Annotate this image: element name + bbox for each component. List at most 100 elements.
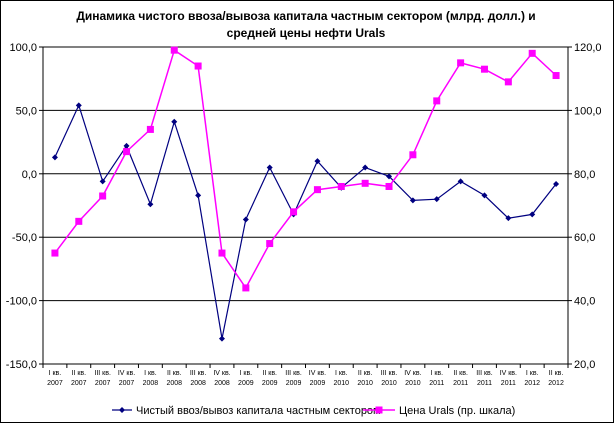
series-0-point-2: [99, 178, 106, 185]
series-1-point-5: [170, 46, 178, 54]
series-0-point-7: [218, 335, 225, 342]
series-0-point-4: [147, 201, 154, 208]
series-1-point-2: [99, 192, 107, 200]
x-tick-label-year-10: 2009: [286, 380, 302, 387]
left-axis-ticks: 100,0 50,0 0,0 -50,0 -100,0 -150,0: [6, 42, 43, 371]
x-tick-label-quarter-1: II кв.: [72, 370, 87, 377]
x-tick-label-year-0: 2007: [47, 380, 63, 387]
x-tick-label-quarter-15: IV кв.: [404, 370, 421, 377]
legend-marker-urals-price: [375, 406, 383, 414]
left-tick-label-0: 100,0: [9, 42, 37, 54]
x-tick-label-quarter-17: II кв.: [453, 370, 468, 377]
x-tick-label-quarter-16: I кв.: [430, 370, 443, 377]
left-tick-label-1: 50,0: [16, 105, 37, 117]
series-0-point-0: [51, 154, 58, 161]
series-1-point-19: [504, 78, 512, 86]
right-tick-label-3: 60,0: [574, 232, 595, 244]
left-tick-label-3: -50,0: [12, 232, 37, 244]
plot-frame: [42, 47, 569, 365]
x-tick-label-year-14: 2010: [381, 380, 397, 387]
right-tick-label-0: 120,0: [574, 42, 602, 54]
x-axis-ticks: I кв. 2007 II кв. 2007 III кв. 2007 IV кв. 2007…: [42, 364, 569, 387]
series-0-point-9: [266, 164, 273, 171]
right-axis-ticks: 120,0 100,0 80,0 60,0 40,0 20,0: [568, 42, 602, 371]
series-0-point-21: [553, 180, 560, 187]
series-1-point-18: [480, 65, 488, 73]
x-tick-label-year-8: 2009: [238, 380, 254, 387]
series-1-point-13: [361, 179, 369, 187]
x-tick-label-quarter-9: II кв.: [262, 370, 277, 377]
series-1-point-6: [194, 62, 202, 70]
x-tick-label-year-13: 2010: [357, 380, 373, 387]
x-tick-label-year-21: 2012: [548, 380, 564, 387]
series-0-point-3: [123, 142, 130, 149]
x-tick-label-quarter-0: I кв.: [49, 370, 62, 377]
series-1-point-9: [266, 240, 274, 248]
x-tick-label-quarter-21: II кв.: [549, 370, 564, 377]
legend-label-capital-flow: Чистый ввоз/вывоз капитала частным секто…: [136, 405, 381, 417]
series-0-point-19: [505, 215, 512, 222]
series-line-0: [54, 103, 557, 339]
x-tick-label-quarter-10: III кв.: [285, 370, 302, 377]
series-1-point-20: [528, 49, 536, 57]
chart-title-line2: средней цены нефти Urals: [227, 26, 386, 40]
x-tick-label-year-4: 2008: [143, 380, 159, 387]
series-1-point-0: [51, 249, 59, 257]
series-0-point-18: [481, 192, 488, 199]
series-0-point-5: [171, 118, 178, 125]
x-tick-label-quarter-2: III кв.: [94, 370, 111, 377]
chart-title-line1: Динамика чистого ввоза/вывоза капитала ч…: [76, 9, 535, 23]
right-tick-label-4: 40,0: [574, 296, 595, 308]
right-tick-label-1: 100,0: [574, 105, 602, 117]
series-layer: [51, 46, 560, 342]
x-tick-label-quarter-11: IV кв.: [309, 370, 326, 377]
x-tick-label-quarter-5: II кв.: [167, 370, 182, 377]
legend-label-urals-price: Цена Urals (пр. шкала): [399, 405, 515, 417]
series-1-point-16: [433, 97, 441, 105]
series-1-point-14: [385, 182, 393, 190]
x-tick-label-year-17: 2011: [453, 380, 468, 387]
x-tick-label-year-16: 2011: [429, 380, 444, 387]
grid-lines: [43, 46, 568, 365]
series-1-point-10: [290, 208, 298, 216]
x-tick-label-year-2: 2007: [95, 380, 111, 387]
series-0-point-20: [529, 211, 536, 218]
legend-marker-capital-flow: [119, 407, 125, 413]
x-tick-label-year-11: 2009: [310, 380, 326, 387]
series-1-point-15: [409, 151, 417, 159]
x-tick-label-quarter-12: I кв.: [335, 370, 348, 377]
x-tick-label-year-9: 2009: [262, 380, 278, 387]
x-tick-label-quarter-3: IV кв.: [118, 370, 135, 377]
series-1-point-12: [337, 182, 345, 190]
x-tick-label-quarter-14: III кв.: [381, 370, 398, 377]
left-tick-label-4: -100,0: [6, 296, 37, 308]
x-tick-label-quarter-20: I кв.: [526, 370, 539, 377]
series-0-point-6: [195, 192, 202, 199]
x-tick-label-quarter-13: II кв.: [358, 370, 373, 377]
series-0-point-13: [362, 164, 369, 171]
x-tick-label-year-3: 2007: [119, 380, 135, 387]
series-1-point-21: [552, 72, 560, 80]
series-1-point-11: [313, 186, 321, 194]
series-0-point-16: [433, 196, 440, 203]
legend: Чистый ввоз/вывоз капитала частным секто…: [112, 405, 515, 417]
x-tick-label-year-18: 2011: [477, 380, 492, 387]
series-0-point-14: [386, 173, 393, 180]
series-1-point-17: [457, 59, 465, 67]
left-tick-label-5: -150,0: [6, 359, 37, 371]
series-0-point-1: [75, 102, 82, 109]
x-tick-label-quarter-18: III кв.: [476, 370, 493, 377]
x-tick-label-year-19: 2011: [501, 380, 516, 387]
x-tick-label-quarter-8: I кв.: [240, 370, 253, 377]
series-0-point-15: [409, 197, 416, 204]
x-tick-label-year-1: 2007: [71, 380, 87, 387]
series-1-point-4: [146, 125, 154, 133]
series-1-point-7: [218, 249, 226, 257]
series-0-point-11: [314, 158, 321, 165]
series-1-point-3: [123, 148, 131, 156]
right-tick-label-2: 80,0: [574, 169, 595, 181]
x-tick-label-quarter-7: IV кв.: [213, 370, 230, 377]
x-tick-label-quarter-6: III кв.: [190, 370, 207, 377]
